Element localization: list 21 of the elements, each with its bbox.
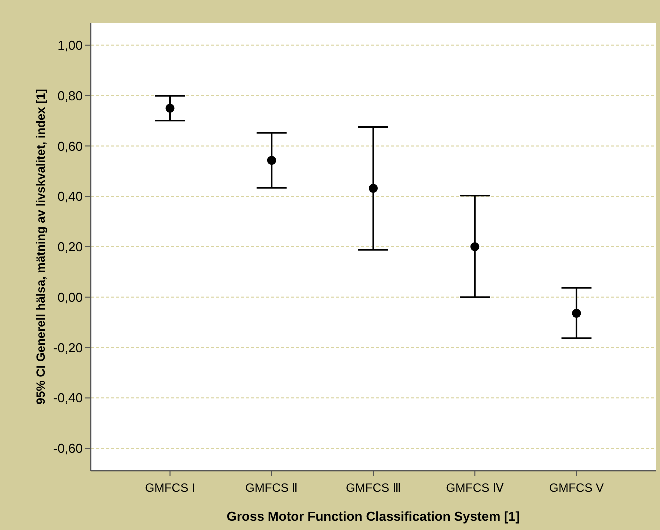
x-tick-label: GMFCS Ⅱ bbox=[246, 481, 298, 495]
x-tick-label: GMFCS I bbox=[145, 481, 196, 495]
point bbox=[166, 104, 175, 113]
y-tick-label: 1,00 bbox=[58, 38, 83, 53]
point bbox=[572, 309, 582, 318]
y-tick-label: -0,60 bbox=[53, 441, 83, 456]
x-tick-label: GMFCS V bbox=[549, 481, 604, 495]
point bbox=[470, 242, 480, 252]
y-tick-label: 0,80 bbox=[58, 88, 83, 104]
point bbox=[267, 156, 276, 166]
y-tick-label: 0,40 bbox=[58, 189, 83, 204]
point bbox=[369, 184, 378, 194]
y-tick-label: 0,60 bbox=[58, 138, 83, 154]
x-tick-label: GMFCS Ⅳ bbox=[446, 481, 504, 495]
y-tick-label: -0,20 bbox=[53, 340, 83, 356]
x-axis-title: Gross Motor Function Classification System [1] bbox=[226, 509, 520, 524]
x-tick-label: GMFCS Ⅲ bbox=[346, 481, 401, 495]
y-axis-title: 95% CI Generell hälsa, mätning av livskvalitet, index [1] bbox=[34, 89, 48, 405]
y-tick-label: -0,40 bbox=[53, 390, 83, 406]
y-tick-label: 0,20 bbox=[58, 240, 83, 255]
y-tick-label: 0,00 bbox=[58, 290, 83, 305]
